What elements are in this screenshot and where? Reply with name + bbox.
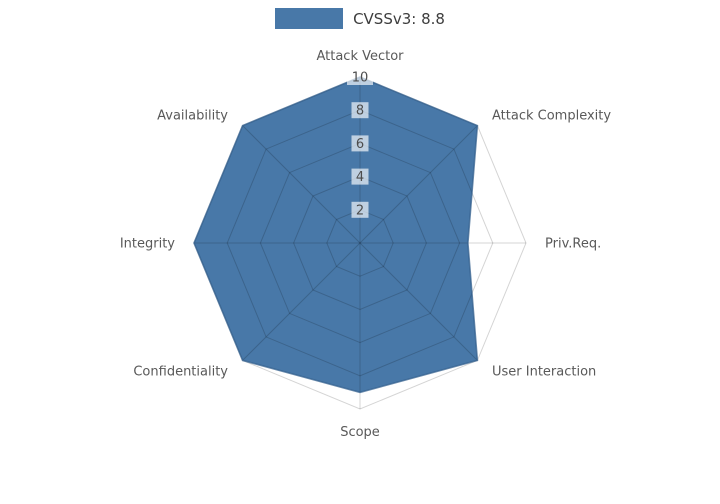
axis-label-attack-vector: Attack Vector bbox=[316, 49, 404, 64]
grid-ring bbox=[293, 176, 427, 310]
axis-label-integrity: Integrity bbox=[120, 237, 175, 252]
radar-series-edge bbox=[193, 76, 479, 394]
legend-label: CVSSv3: 8.8 bbox=[353, 9, 445, 28]
radial-tick-box bbox=[351, 102, 369, 119]
axis-label-confidentiality: Confidentiality bbox=[133, 365, 228, 380]
legend-swatch bbox=[275, 8, 344, 29]
radial-tick-box bbox=[351, 201, 369, 218]
grid-spoke bbox=[242, 125, 361, 244]
radial-tick-box bbox=[351, 135, 369, 152]
radial-tick-box bbox=[347, 69, 373, 85]
radial-tick-label: 2 bbox=[356, 203, 364, 218]
grid-spoke bbox=[359, 242, 478, 361]
chart-legend: CVSSv3: 8.8 bbox=[0, 8, 720, 29]
radar-series-fill bbox=[194, 77, 478, 393]
radial-tick-label: 10 bbox=[352, 71, 369, 86]
grid-spoke bbox=[242, 242, 361, 361]
radial-tick-label: 4 bbox=[356, 170, 364, 185]
axis-label-user-interaction: User Interaction bbox=[492, 365, 596, 380]
grid-spoke bbox=[359, 125, 478, 244]
grid-ring bbox=[226, 109, 494, 377]
axis-label-priv-req: Priv.Req. bbox=[545, 237, 601, 252]
axis-label-availability: Availability bbox=[157, 109, 228, 124]
axis-label-attack-complexity: Attack Complexity bbox=[492, 109, 611, 124]
grid-ring bbox=[326, 209, 394, 277]
grid-ring bbox=[259, 142, 461, 344]
radial-tick-box bbox=[351, 168, 369, 185]
radial-tick-label: 8 bbox=[356, 104, 364, 119]
radial-tick-label: 6 bbox=[356, 137, 364, 152]
axis-label-scope: Scope bbox=[340, 425, 380, 440]
